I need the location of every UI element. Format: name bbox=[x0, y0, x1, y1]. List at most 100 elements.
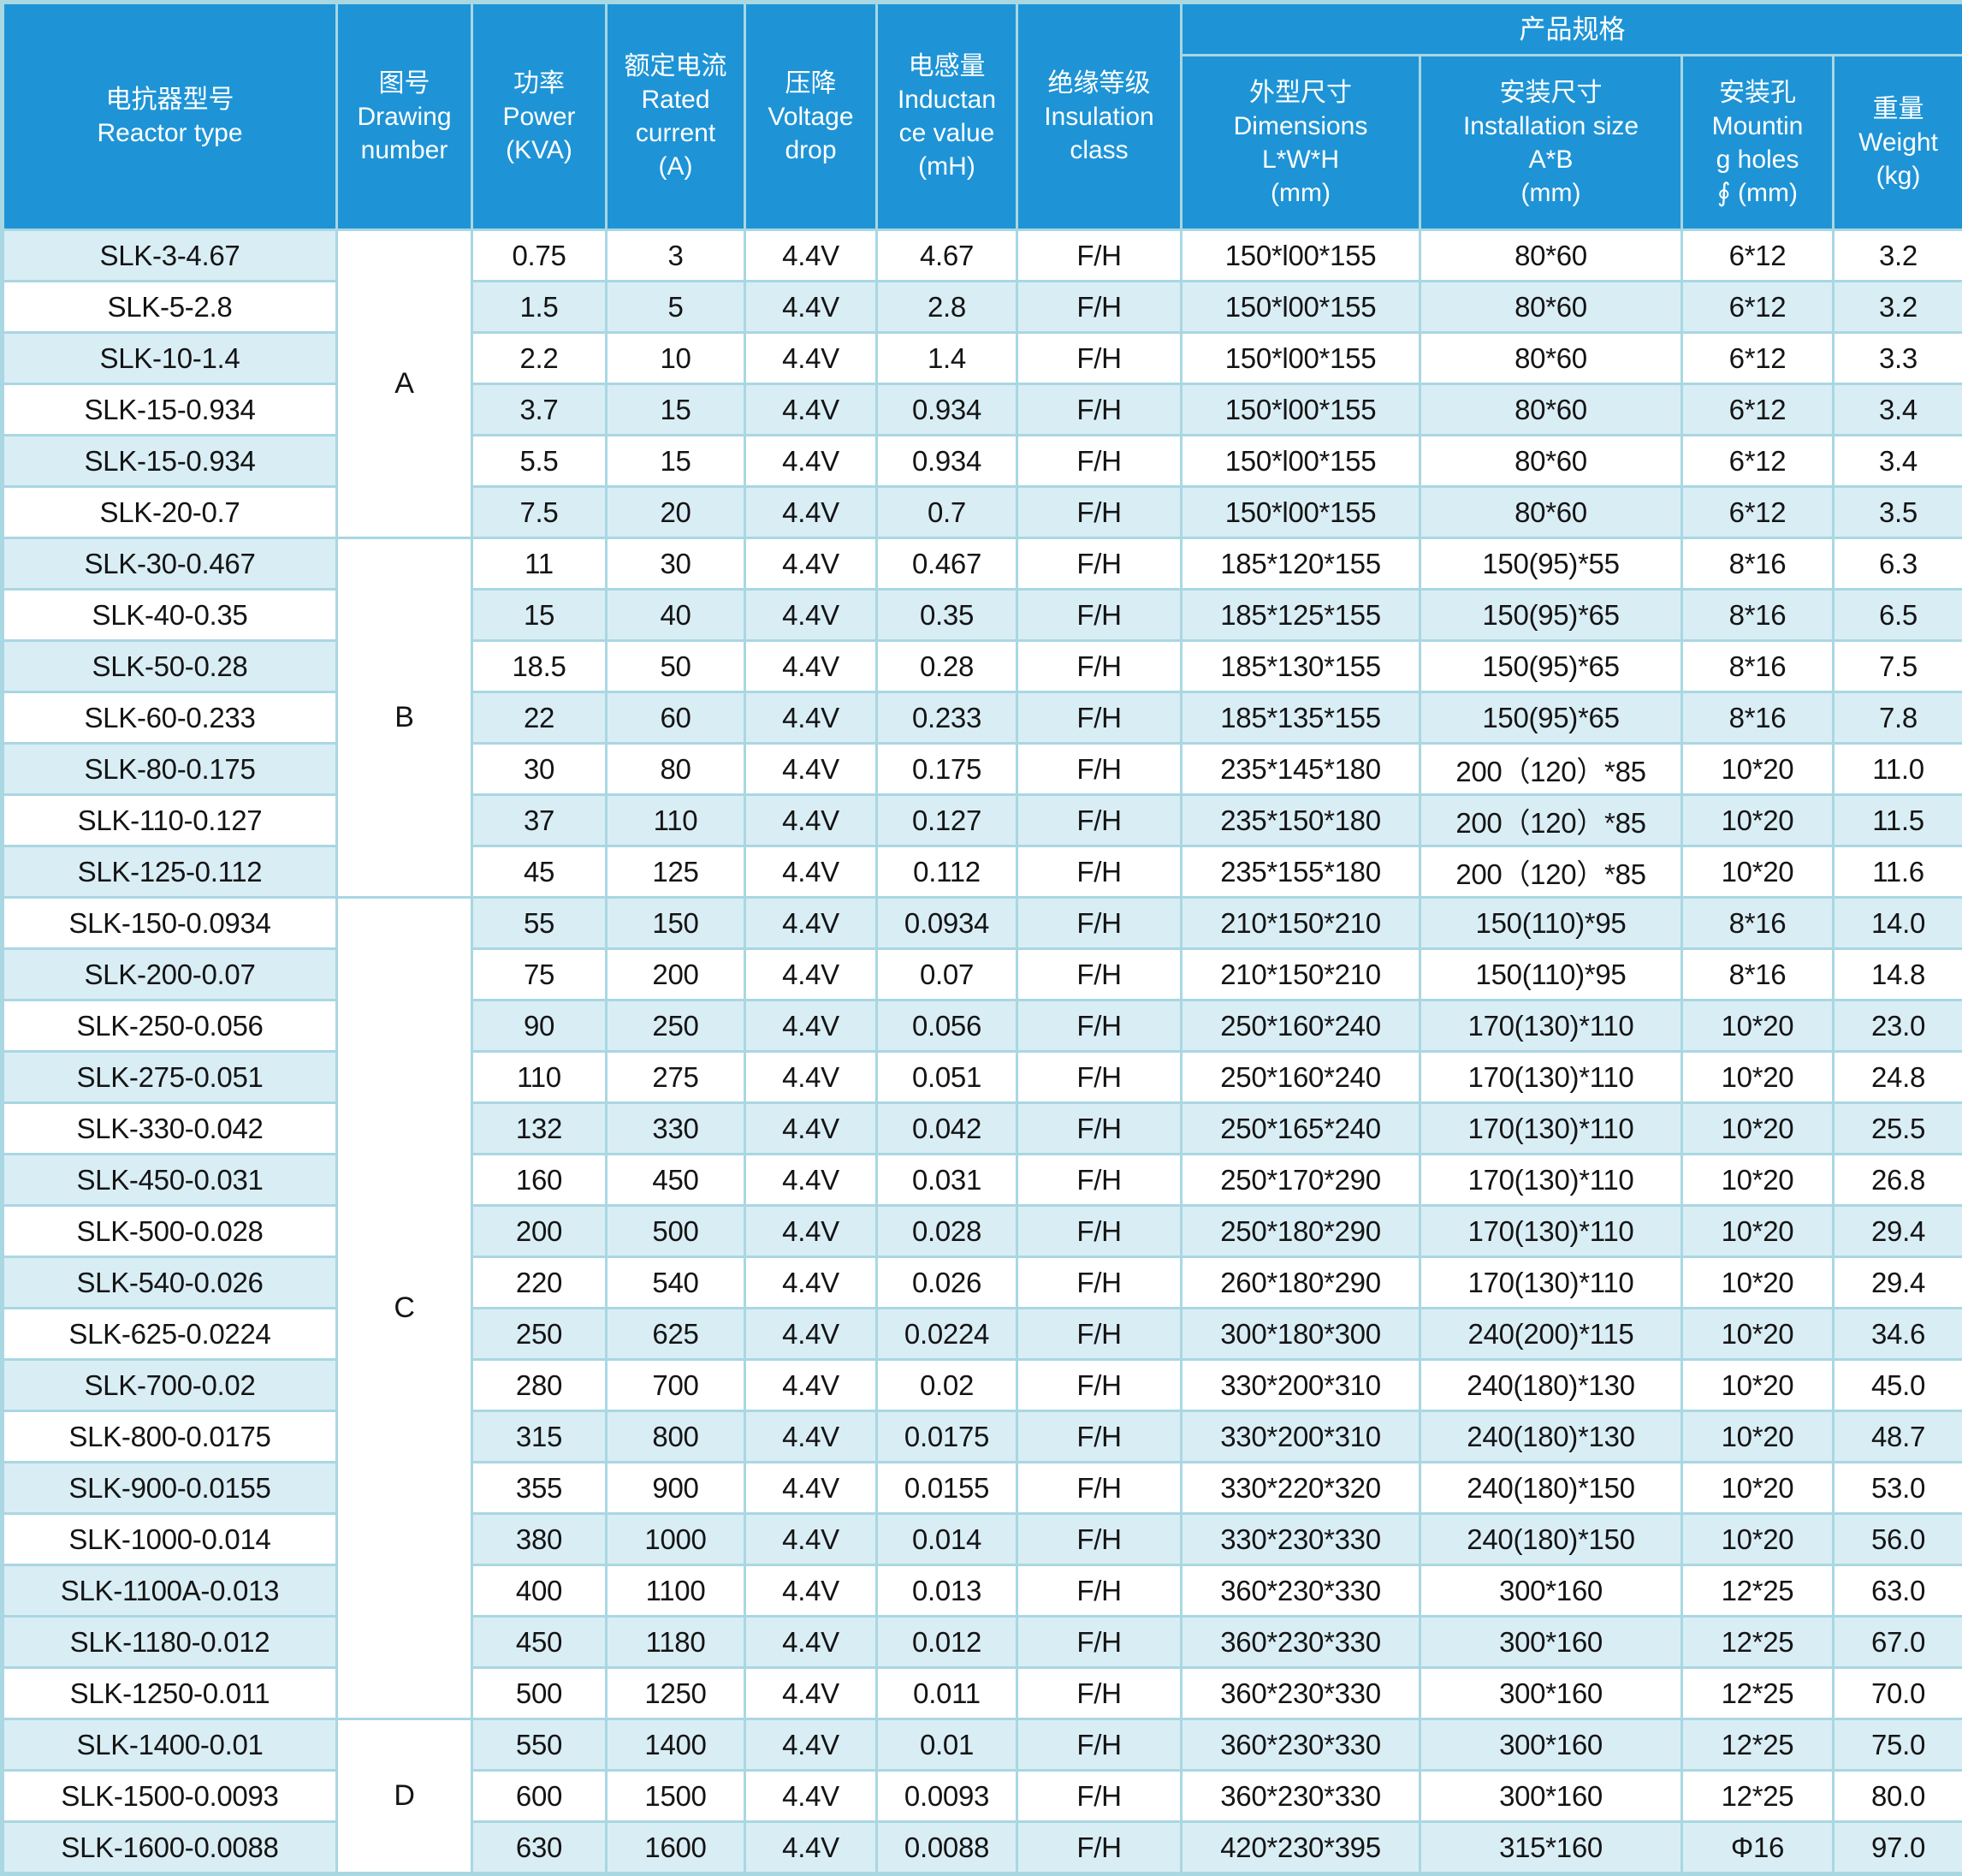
cell-mounting: 6*12 bbox=[1682, 436, 1834, 487]
cell-mounting: Φ16 bbox=[1682, 1822, 1834, 1874]
cell-installation: 200（120）*85 bbox=[1420, 795, 1682, 846]
cell-weight: 80.0 bbox=[1834, 1771, 1962, 1822]
cell-dimensions: 150*l00*155 bbox=[1182, 230, 1420, 282]
cell-weight: 3.4 bbox=[1834, 436, 1962, 487]
cell-power: 15 bbox=[472, 590, 607, 641]
cell-weight: 48.7 bbox=[1834, 1411, 1962, 1463]
cell-weight: 11.5 bbox=[1834, 795, 1962, 846]
cell-current: 275 bbox=[607, 1052, 745, 1103]
cell-weight: 67.0 bbox=[1834, 1617, 1962, 1668]
table-row: SLK-15-0.9343.7154.4V0.934F/H150*l00*155… bbox=[3, 384, 1962, 436]
cell-current: 1000 bbox=[607, 1514, 745, 1565]
cell-reactor-type: SLK-40-0.35 bbox=[3, 590, 337, 641]
cell-drop: 4.4V bbox=[745, 436, 877, 487]
table-row: SLK-30-0.467B11304.4V0.467F/H185*120*155… bbox=[3, 538, 1962, 590]
cell-installation: 300*160 bbox=[1420, 1617, 1682, 1668]
cell-drop: 4.4V bbox=[745, 641, 877, 692]
col-header-inductance: 电感量 Inductan ce value (mH) bbox=[877, 3, 1017, 230]
cell-weight: 7.5 bbox=[1834, 641, 1962, 692]
cell-installation: 170(130)*110 bbox=[1420, 1052, 1682, 1103]
cell-drop: 4.4V bbox=[745, 230, 877, 282]
col-header-insulation: 绝缘等级 Insulation class bbox=[1017, 3, 1182, 230]
cell-drop: 4.4V bbox=[745, 1155, 877, 1206]
cell-installation: 80*60 bbox=[1420, 487, 1682, 538]
cell-installation: 150(95)*55 bbox=[1420, 538, 1682, 590]
table-row: SLK-3-4.67A0.7534.4V4.67F/H150*l00*15580… bbox=[3, 230, 1962, 282]
cell-power: 0.75 bbox=[472, 230, 607, 282]
cell-insulation: F/H bbox=[1017, 1771, 1182, 1822]
cell-mounting: 12*25 bbox=[1682, 1668, 1834, 1719]
cell-inductance: 0.934 bbox=[877, 384, 1017, 436]
cell-weight: 14.0 bbox=[1834, 898, 1962, 949]
cell-insulation: F/H bbox=[1017, 230, 1182, 282]
cell-insulation: F/H bbox=[1017, 1411, 1182, 1463]
cell-installation: 170(130)*110 bbox=[1420, 1155, 1682, 1206]
cell-current: 15 bbox=[607, 384, 745, 436]
cell-mounting: 12*25 bbox=[1682, 1771, 1834, 1822]
cell-weight: 24.8 bbox=[1834, 1052, 1962, 1103]
cell-installation: 80*60 bbox=[1420, 230, 1682, 282]
cell-installation: 80*60 bbox=[1420, 282, 1682, 333]
cell-current: 20 bbox=[607, 487, 745, 538]
cell-current: 1600 bbox=[607, 1822, 745, 1874]
cell-inductance: 0.026 bbox=[877, 1257, 1017, 1309]
table-body: SLK-3-4.67A0.7534.4V4.67F/H150*l00*15580… bbox=[3, 230, 1962, 1874]
cell-weight: 3.3 bbox=[1834, 333, 1962, 384]
cell-inductance: 2.8 bbox=[877, 282, 1017, 333]
cell-installation: 80*60 bbox=[1420, 333, 1682, 384]
cell-insulation: F/H bbox=[1017, 1617, 1182, 1668]
cell-power: 7.5 bbox=[472, 487, 607, 538]
col-header-weight: 重量 Weight (kg) bbox=[1834, 56, 1962, 230]
cell-power: 75 bbox=[472, 949, 607, 1000]
cell-inductance: 0.7 bbox=[877, 487, 1017, 538]
cell-mounting: 10*20 bbox=[1682, 1411, 1834, 1463]
cell-power: 11 bbox=[472, 538, 607, 590]
cell-weight: 14.8 bbox=[1834, 949, 1962, 1000]
table-row: SLK-1180-0.01245011804.4V0.012F/H360*230… bbox=[3, 1617, 1962, 1668]
cell-reactor-type: SLK-900-0.0155 bbox=[3, 1463, 337, 1514]
cell-inductance: 0.051 bbox=[877, 1052, 1017, 1103]
cell-current: 625 bbox=[607, 1309, 745, 1360]
cell-reactor-type: SLK-150-0.0934 bbox=[3, 898, 337, 949]
cell-drawing-number-group: D bbox=[337, 1719, 472, 1874]
table-row: SLK-150-0.0934C551504.4V0.0934F/H210*150… bbox=[3, 898, 1962, 949]
cell-dimensions: 250*160*240 bbox=[1182, 1052, 1420, 1103]
cell-insulation: F/H bbox=[1017, 692, 1182, 744]
cell-drop: 4.4V bbox=[745, 744, 877, 795]
cell-inductance: 0.028 bbox=[877, 1206, 1017, 1257]
cell-dimensions: 330*220*320 bbox=[1182, 1463, 1420, 1514]
cell-mounting: 10*20 bbox=[1682, 846, 1834, 898]
table-row: SLK-200-0.07752004.4V0.07F/H210*150*2101… bbox=[3, 949, 1962, 1000]
cell-power: 450 bbox=[472, 1617, 607, 1668]
cell-drop: 4.4V bbox=[745, 1257, 877, 1309]
cell-insulation: F/H bbox=[1017, 898, 1182, 949]
cell-dimensions: 360*230*330 bbox=[1182, 1565, 1420, 1617]
cell-insulation: F/H bbox=[1017, 1309, 1182, 1360]
table-row: SLK-1100A-0.01340011004.4V0.013F/H360*23… bbox=[3, 1565, 1962, 1617]
cell-reactor-type: SLK-20-0.7 bbox=[3, 487, 337, 538]
table-row: SLK-40-0.3515404.4V0.35F/H185*125*155150… bbox=[3, 590, 1962, 641]
cell-dimensions: 330*200*310 bbox=[1182, 1411, 1420, 1463]
cell-reactor-type: SLK-80-0.175 bbox=[3, 744, 337, 795]
table-row: SLK-900-0.01553559004.4V0.0155F/H330*220… bbox=[3, 1463, 1962, 1514]
cell-weight: 3.2 bbox=[1834, 282, 1962, 333]
cell-installation: 150(95)*65 bbox=[1420, 590, 1682, 641]
cell-reactor-type: SLK-800-0.0175 bbox=[3, 1411, 337, 1463]
cell-weight: 63.0 bbox=[1834, 1565, 1962, 1617]
cell-current: 1500 bbox=[607, 1771, 745, 1822]
col-header-drawing-number: 图号 Drawing number bbox=[337, 3, 472, 230]
cell-dimensions: 150*l00*155 bbox=[1182, 487, 1420, 538]
cell-current: 900 bbox=[607, 1463, 745, 1514]
cell-inductance: 0.934 bbox=[877, 436, 1017, 487]
cell-drop: 4.4V bbox=[745, 1309, 877, 1360]
spec-table: 电抗器型号 Reactor type 图号 Drawing number 功率 … bbox=[0, 0, 1962, 1876]
cell-insulation: F/H bbox=[1017, 590, 1182, 641]
col-header-mounting-holes: 安装孔 Mountin g holes ∮ (mm) bbox=[1682, 56, 1834, 230]
cell-insulation: F/H bbox=[1017, 1360, 1182, 1411]
cell-power: 250 bbox=[472, 1309, 607, 1360]
cell-current: 30 bbox=[607, 538, 745, 590]
cell-mounting: 10*20 bbox=[1682, 744, 1834, 795]
cell-drop: 4.4V bbox=[745, 384, 877, 436]
cell-mounting: 10*20 bbox=[1682, 1257, 1834, 1309]
cell-weight: 3.5 bbox=[1834, 487, 1962, 538]
